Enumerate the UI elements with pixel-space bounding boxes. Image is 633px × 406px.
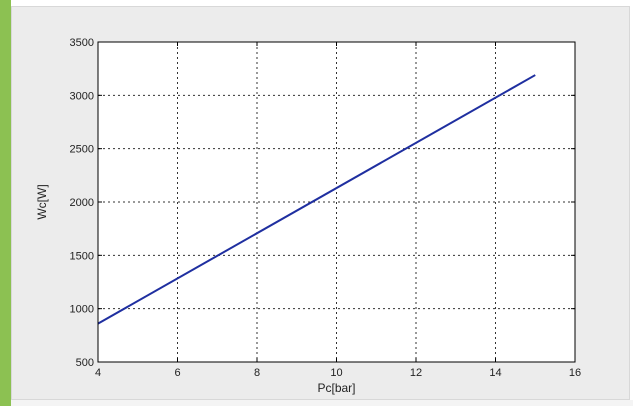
- ticks: 4 6 8 10 12 14 16 500 1000 1500 2000 2500 3000 3500: [70, 37, 582, 379]
- x-tick-label: 16: [569, 367, 581, 379]
- x-tick-label: 6: [174, 367, 180, 379]
- x-tick-label: 10: [330, 367, 342, 379]
- y-tick-label: 1000: [70, 304, 94, 316]
- x-tick-label: 4: [95, 367, 101, 379]
- series-layer: [97, 74, 536, 325]
- y-tick-label: 3000: [70, 90, 94, 102]
- y-tick-label: 2000: [70, 197, 94, 209]
- y-tick-label: 1500: [70, 250, 94, 262]
- x-tick-label: 12: [410, 367, 422, 379]
- y-tick-label: 500: [76, 357, 94, 369]
- y-tick-label: 3500: [70, 37, 94, 49]
- series-line: [97, 74, 536, 325]
- left-accent-bar: [0, 0, 11, 406]
- x-axis-label: Pc[bar]: [317, 381, 355, 395]
- y-axis-label: Wc[W]: [35, 184, 49, 219]
- grid: [98, 42, 575, 362]
- x-tick-label: 8: [254, 367, 260, 379]
- y-tick-label: 2500: [70, 144, 94, 156]
- x-tick-label: 14: [489, 367, 501, 379]
- bottom-strip: [11, 400, 633, 406]
